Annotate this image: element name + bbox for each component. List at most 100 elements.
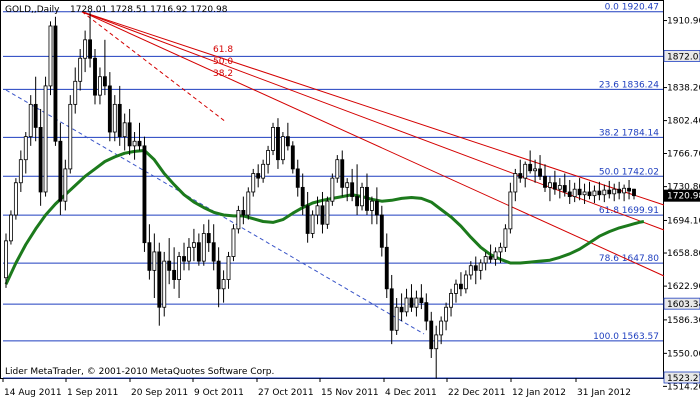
marker-price-label: 1872.01	[667, 52, 700, 62]
candle-body	[231, 228, 236, 257]
candle-body	[552, 182, 557, 190]
candle-body	[503, 228, 508, 248]
y-tick-label: 1802.40	[667, 117, 700, 127]
x-tick-label: 20 Sep 2011	[131, 388, 188, 398]
candle-body	[434, 334, 439, 350]
candle-body	[632, 188, 636, 197]
candle-body	[191, 242, 196, 248]
candle-body	[285, 136, 290, 147]
time-axis: 14 Aug 2011 1 Sep 2011 20 Sep 2011 9 Oct 20…	[2, 378, 631, 398]
candle-body	[43, 85, 48, 193]
candle-body	[384, 246, 389, 290]
candle-body	[93, 57, 97, 96]
candle-body	[142, 145, 147, 244]
candle-body	[206, 233, 211, 244]
marker-price-box	[663, 49, 700, 62]
candle-body	[454, 283, 458, 294]
candle-body	[305, 205, 310, 234]
x-tick-label: 22 Dec 2011	[448, 388, 506, 398]
marker-price-label: 1523.27	[667, 374, 700, 384]
candle-body	[73, 80, 78, 105]
candle-body	[557, 185, 562, 190]
candle-body	[102, 76, 107, 87]
candle-body	[23, 136, 28, 161]
candle-body	[394, 306, 399, 331]
candle-body	[4, 240, 8, 279]
candle-body	[13, 182, 18, 216]
candle-body	[28, 103, 33, 138]
candle-body	[187, 246, 191, 262]
x-tick-label: 12 Jan 2012	[512, 388, 566, 398]
candle-body	[582, 191, 587, 196]
candle-body	[543, 175, 547, 188]
fibonacci-levels: 0.0 1920.47 23.6 1836.24 38.2 1784.14 50.0 …	[3, 3, 663, 379]
candle-body	[162, 260, 167, 308]
candle-body	[300, 186, 305, 207]
fib-level-label: 100.0 1563.57	[593, 332, 659, 342]
candle-body	[107, 85, 112, 133]
fan-line	[81, 11, 665, 231]
candle-body	[483, 256, 488, 264]
candle-body	[261, 163, 266, 179]
fan-label: 38.2	[213, 69, 233, 79]
y-tick-label: 1550.00	[667, 349, 700, 359]
marker-price-label: 1603.34	[667, 300, 700, 310]
fan-line	[81, 11, 665, 277]
candle-body	[587, 191, 592, 197]
x-tick-label: 27 Oct 2011	[258, 388, 314, 398]
x-tick-label: 1 Sep 2011	[67, 388, 118, 398]
candle-body	[449, 293, 453, 308]
x-tick-label: 14 Aug 2011	[4, 388, 62, 398]
candle-body	[592, 190, 597, 197]
candle-body	[315, 205, 320, 216]
candle-body	[468, 265, 473, 276]
candle-body	[498, 246, 503, 253]
candle-body	[201, 233, 206, 262]
candle-body	[458, 283, 463, 290]
candle-body	[572, 188, 577, 197]
candle-body	[127, 122, 132, 147]
candle-body	[399, 306, 404, 313]
candle-body	[419, 297, 424, 304]
candle-body	[83, 39, 88, 59]
candle-body	[444, 306, 449, 322]
candle-body	[280, 136, 285, 161]
candle-body	[117, 103, 122, 138]
candle-body	[172, 269, 177, 280]
candle-body	[157, 251, 162, 308]
fib-level-label: 23.6 1836.24	[599, 80, 659, 90]
fib-level-label: 78.6 1647.80	[599, 254, 659, 264]
candle-body	[152, 251, 157, 271]
candle-body	[147, 242, 152, 271]
fibonacci-fan: 61.8 50.0 38.2	[5, 11, 665, 335]
candle-body	[439, 320, 444, 336]
candlesticks	[4, 12, 636, 379]
candle-body	[424, 302, 429, 322]
candle-body	[528, 163, 533, 172]
candle-body	[533, 168, 538, 172]
candle-body	[48, 25, 53, 87]
candle-body	[562, 185, 567, 193]
x-tick-label: 4 Dec 2011	[385, 388, 437, 398]
candle-body	[38, 127, 43, 193]
x-tick-label: 15 Nov 2011	[321, 388, 379, 398]
fib-level-label: 61.8 1699.91	[599, 206, 659, 216]
y-tick-label: 1838.20	[667, 84, 700, 94]
price-axis: 1910.901874.101838.201802.401766.701730.…	[663, 17, 700, 392]
current-price-box	[664, 189, 700, 202]
moving-average	[4, 149, 645, 285]
candle-body	[350, 182, 355, 197]
watermark: Lider MetaTrader, © 2001-2010 MetaQuotes…	[5, 367, 274, 377]
candle-body	[548, 182, 552, 188]
candle-body	[221, 279, 226, 290]
candle-body	[612, 188, 617, 195]
marker-price-box	[663, 297, 700, 310]
candle-body	[290, 145, 295, 170]
y-tick-label: 1766.70	[667, 150, 700, 160]
candle-body	[98, 76, 102, 96]
candle-body	[622, 187, 627, 194]
candle-body	[340, 159, 345, 188]
candle-body	[251, 173, 256, 193]
candle-body	[538, 168, 542, 177]
